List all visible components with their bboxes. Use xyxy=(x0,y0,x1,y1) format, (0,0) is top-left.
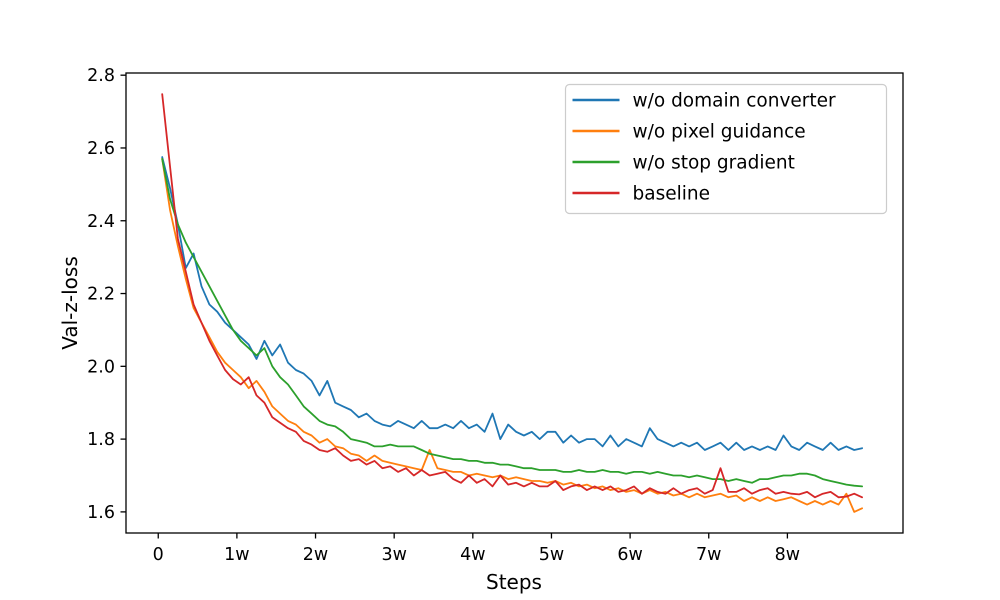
y-tick-label: 2.2 xyxy=(87,285,115,305)
series-line-0 xyxy=(161,156,863,451)
legend-label: w/o domain converter xyxy=(633,91,837,112)
plot-border xyxy=(125,72,904,534)
legend-label: w/o stop gradient xyxy=(633,153,795,174)
y-tick-label: 2.4 xyxy=(87,212,115,232)
x-tick-label: 6w xyxy=(617,545,642,565)
x-tick-label: 2w xyxy=(303,545,328,565)
series-line-2 xyxy=(161,157,863,488)
y-tick-label: 2.6 xyxy=(87,139,115,159)
x-tick-label: 4w xyxy=(460,545,485,565)
legend-entry-1: w/o pixel guidance xyxy=(572,122,806,143)
legend-entry-3: baseline xyxy=(572,184,711,205)
x-tick-label: 7w xyxy=(696,545,721,565)
y-tick-label: 1.8 xyxy=(87,430,115,450)
legend-entry-0: w/o domain converter xyxy=(572,91,837,112)
legend-label: baseline xyxy=(633,184,711,205)
legend-box xyxy=(564,83,888,215)
series-line-1 xyxy=(161,157,863,513)
y-axis-label: Val-z-loss xyxy=(58,256,82,350)
series-line-3 xyxy=(161,93,863,499)
y-tick-label: 1.6 xyxy=(87,503,115,523)
legend-label: w/o pixel guidance xyxy=(633,122,806,143)
x-tick-label: 5w xyxy=(539,545,564,565)
legend: w/o domain converter w/o pixel guidance w/… xyxy=(564,83,888,215)
x-tick-label: 8w xyxy=(775,545,800,565)
y-tick-label: 2.0 xyxy=(87,357,115,377)
legend-entry-2: w/o stop gradient xyxy=(572,153,795,174)
x-tick-label: 0 xyxy=(153,545,164,565)
x-tick-label: 1w xyxy=(224,545,249,565)
y-tick-label: 2.8 xyxy=(87,66,115,86)
x-axis-label: Steps xyxy=(486,570,542,594)
x-tick-label: 3w xyxy=(381,545,406,565)
